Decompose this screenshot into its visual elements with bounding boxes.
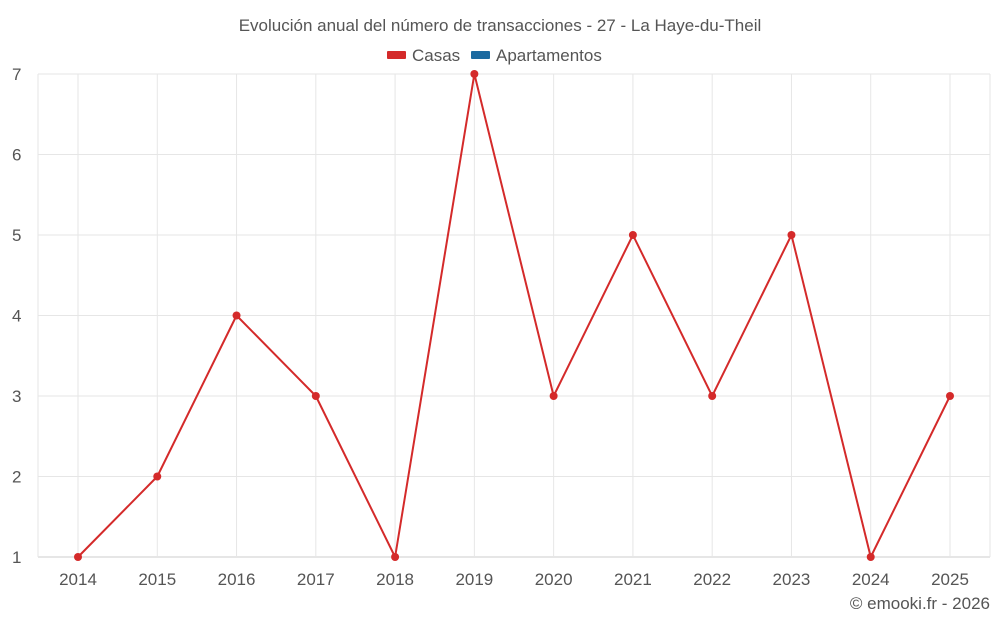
- x-tick-label: 2014: [59, 570, 97, 589]
- x-tick-label: 2025: [931, 570, 969, 589]
- legend-swatch-apartamentos: [471, 51, 490, 59]
- x-tick-label: 2019: [455, 570, 493, 589]
- y-tick-label: 2: [12, 468, 21, 487]
- x-tick-label: 2016: [218, 570, 256, 589]
- data-point-casas-2021[interactable]: [628, 231, 637, 239]
- data-point-casas-2023[interactable]: [787, 231, 796, 239]
- x-tick-label: 2023: [773, 570, 811, 589]
- y-tick-label: 3: [12, 387, 21, 406]
- data-point-casas-2024[interactable]: [866, 553, 875, 561]
- legend-swatch-casas: [387, 51, 406, 59]
- legend-label-apartamentos: Apartamentos: [496, 46, 602, 65]
- data-point-casas-2025[interactable]: [946, 392, 954, 400]
- legend-item-apartamentos[interactable]: Apartamentos: [471, 46, 602, 65]
- y-tick-label: 6: [12, 146, 21, 165]
- y-tick-label: 4: [12, 307, 21, 326]
- data-point-casas-2016[interactable]: [232, 311, 241, 320]
- x-tick-label: 2021: [614, 570, 652, 589]
- data-point-casas-2017[interactable]: [311, 392, 320, 400]
- x-tick-label: 2020: [535, 570, 573, 589]
- chart-title: Evolución anual del número de transaccio…: [239, 16, 762, 35]
- data-point-casas-2020[interactable]: [549, 392, 558, 400]
- data-point-casas-2014[interactable]: [74, 553, 82, 561]
- x-tick-label: 2015: [138, 570, 176, 589]
- x-tick-label: 2017: [297, 570, 335, 589]
- x-tick-label: 2018: [376, 570, 414, 589]
- y-tick-label: 1: [12, 548, 21, 567]
- y-axis-ticks: 1 2 3 4 5 6 7: [12, 65, 21, 567]
- data-point-casas-2015[interactable]: [153, 472, 162, 481]
- legend-label-casas: Casas: [412, 46, 460, 65]
- x-tick-label: 2022: [693, 570, 731, 589]
- x-axis-ticks: 2014 2015 2016 2017 2018 2019 2020 2021 2022 2023…: [59, 570, 969, 589]
- legend: Casas Apartamentos: [387, 46, 602, 65]
- y-tick-label: 7: [12, 65, 21, 84]
- x-tick-label: 2024: [852, 570, 890, 589]
- series-line-casas[interactable]: [77, 73, 951, 558]
- data-point-casas-2019[interactable]: [470, 70, 479, 78]
- grid: [37, 73, 991, 558]
- data-point-casas-2022[interactable]: [708, 392, 717, 400]
- series-layer: [74, 70, 954, 561]
- data-point-casas-2018[interactable]: [391, 553, 400, 561]
- legend-item-casas[interactable]: Casas: [387, 46, 460, 65]
- credit-label[interactable]: © emooki.fr - 2026: [850, 594, 990, 613]
- y-tick-label: 5: [12, 226, 21, 245]
